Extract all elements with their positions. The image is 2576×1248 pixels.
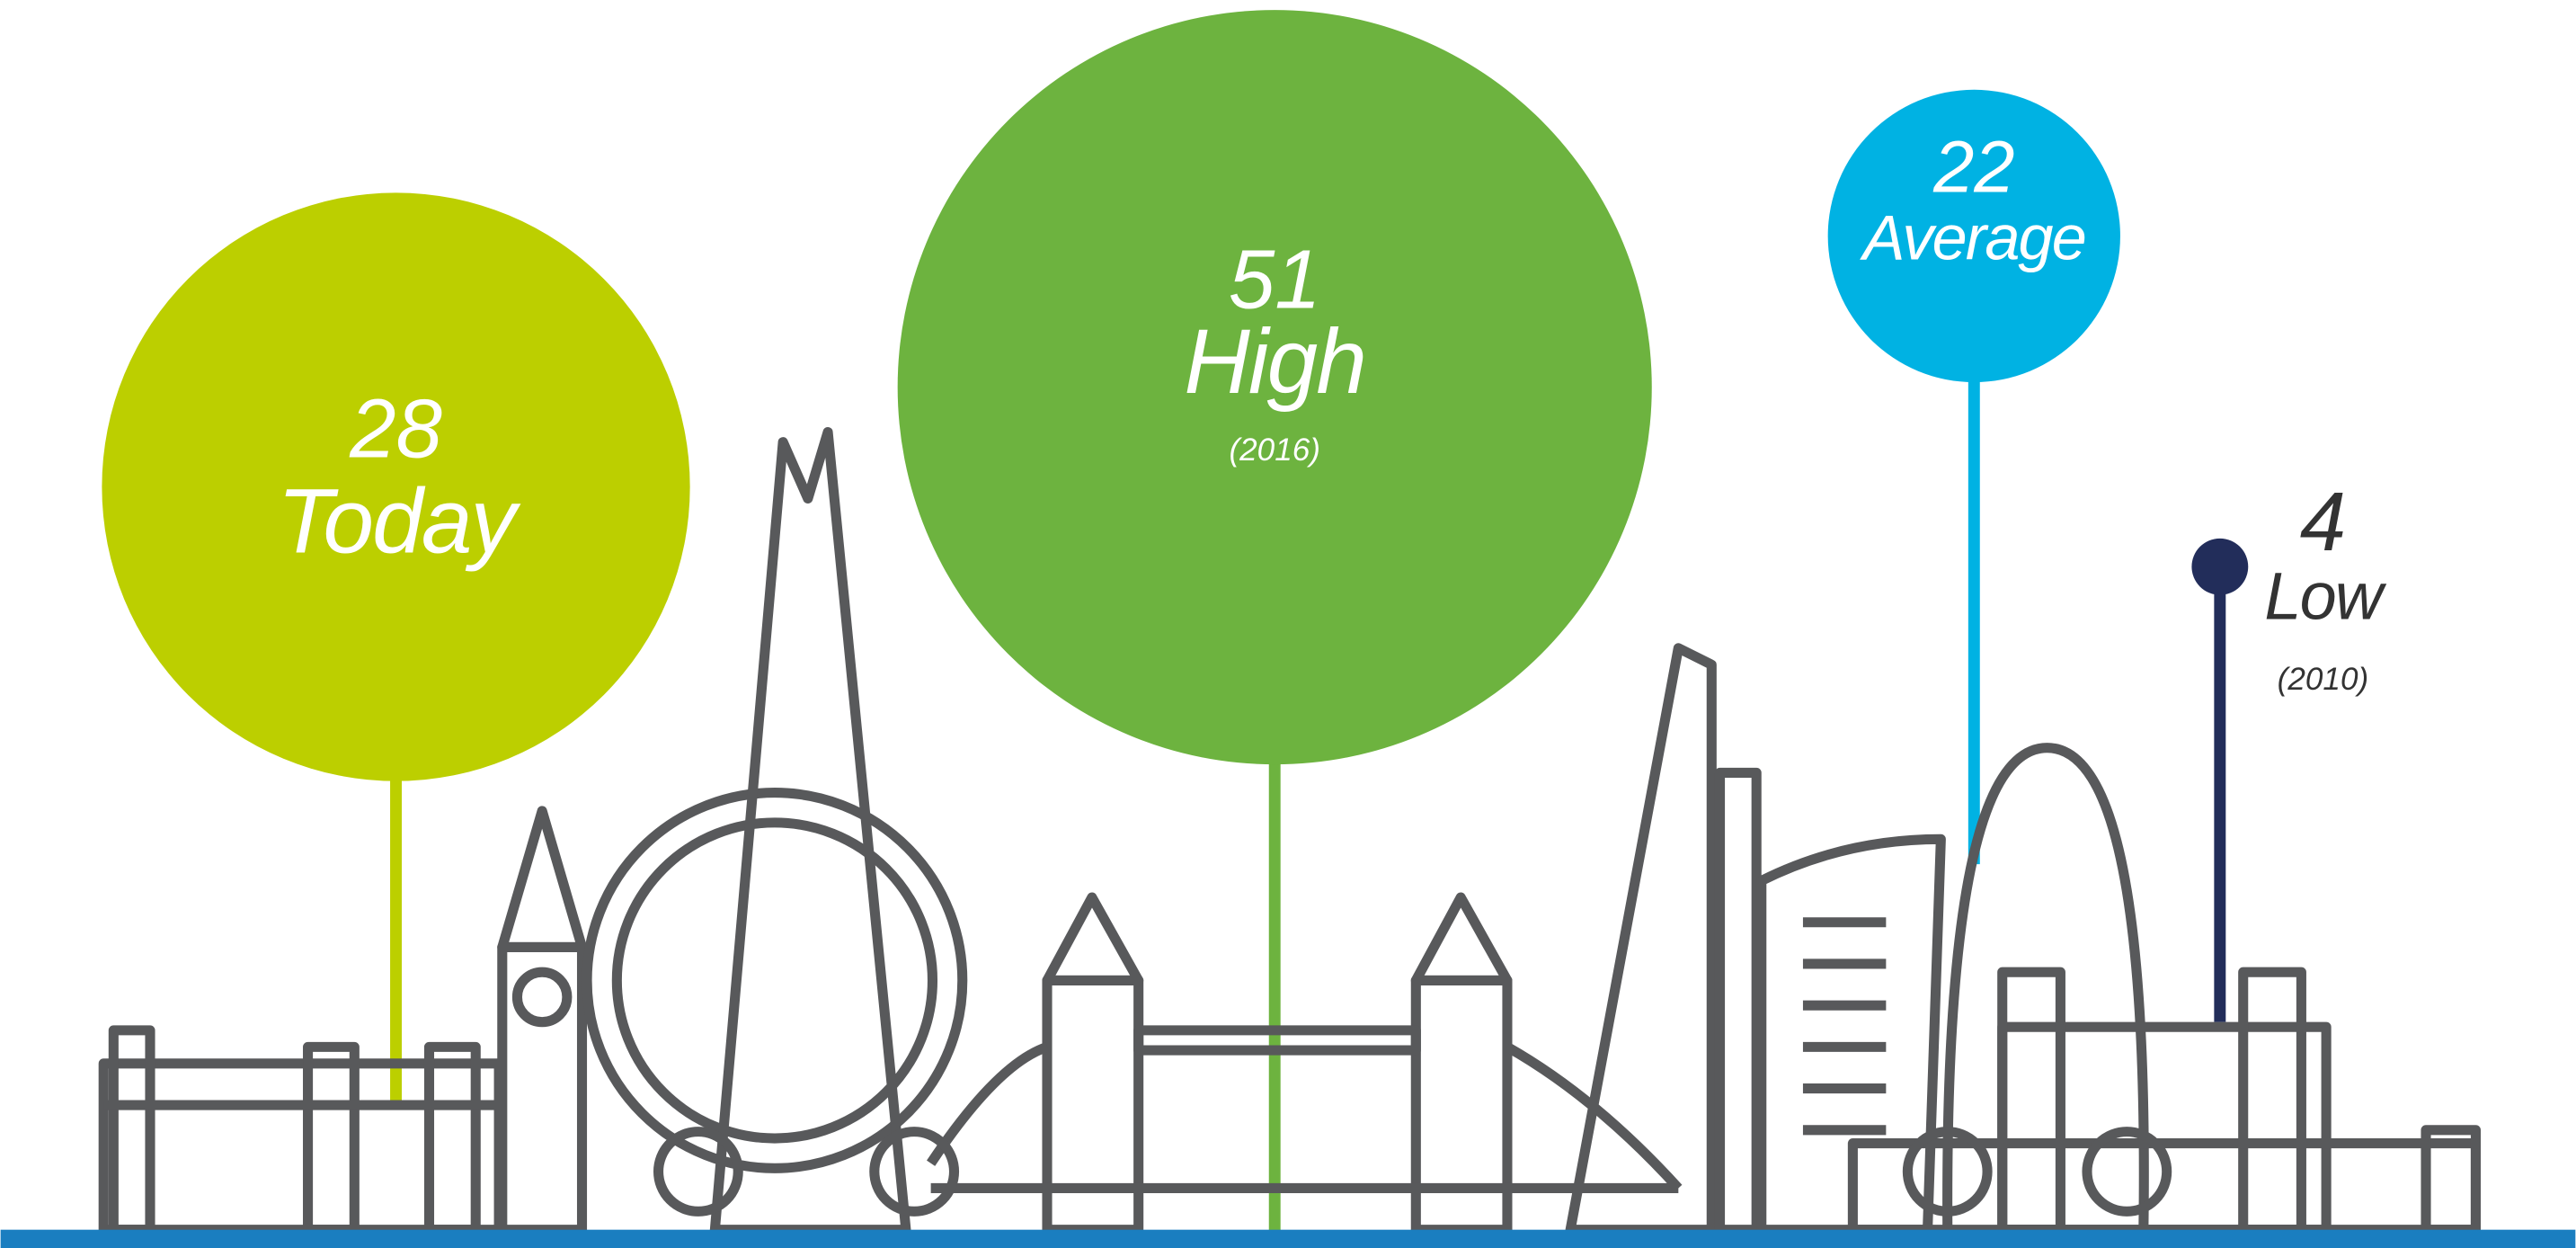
tree: [2082, 1127, 2172, 1217]
gherkin: [1942, 743, 2149, 1230]
tree: [869, 1127, 960, 1217]
value-label: 22: [1932, 127, 2014, 209]
value-label: 4: [2300, 475, 2346, 568]
category-label: Today: [278, 470, 521, 573]
bridge-spire: [1410, 892, 1513, 985]
london-eye-inner: [611, 817, 938, 1144]
baseline: [0, 1229, 2576, 1248]
tower-of-london: [1997, 1021, 2332, 1235]
tower-turret: [2238, 967, 2306, 1235]
tree: [653, 1127, 743, 1217]
note: (2010): [2278, 662, 2369, 697]
value-label: 51: [1229, 232, 1321, 325]
bridge-walkway: [1133, 1025, 1421, 1056]
parliament-tower: [423, 1041, 481, 1235]
tower-block: [1714, 767, 1762, 1235]
big-ben-clock: [511, 967, 573, 1028]
bubble: [102, 192, 690, 781]
tower-turret: [1997, 967, 2065, 1235]
london-eye: [582, 788, 968, 1173]
walkie-lines: [1802, 917, 1887, 1136]
bubble: [1827, 89, 2120, 383]
bubble: [897, 10, 1652, 765]
category-label: Low: [2264, 559, 2387, 634]
parliament: [98, 1058, 504, 1235]
parliament-tower: [303, 1041, 360, 1235]
category-label: High: [1184, 310, 1365, 413]
walkie-talkie: [1756, 833, 1946, 1235]
bridge-spire: [1042, 892, 1144, 985]
tree: [1902, 1127, 1993, 1217]
category-label: Average: [1860, 201, 2085, 272]
value-label: 28: [349, 382, 442, 476]
note: (2016): [1229, 432, 1320, 468]
big-ben-spire: [497, 806, 588, 953]
bubble: [2191, 538, 2249, 595]
